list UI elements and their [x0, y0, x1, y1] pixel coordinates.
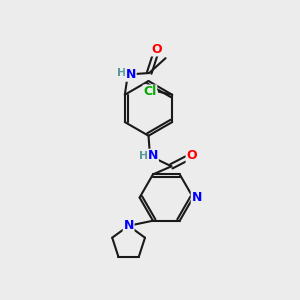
- Text: O: O: [151, 43, 162, 56]
- Text: O: O: [186, 149, 197, 162]
- Text: H: H: [139, 151, 148, 161]
- Text: N: N: [148, 149, 158, 162]
- Text: N: N: [191, 191, 202, 204]
- Text: H: H: [117, 68, 126, 78]
- Text: N: N: [126, 68, 136, 81]
- Text: N: N: [123, 219, 134, 232]
- Text: Cl: Cl: [143, 85, 157, 98]
